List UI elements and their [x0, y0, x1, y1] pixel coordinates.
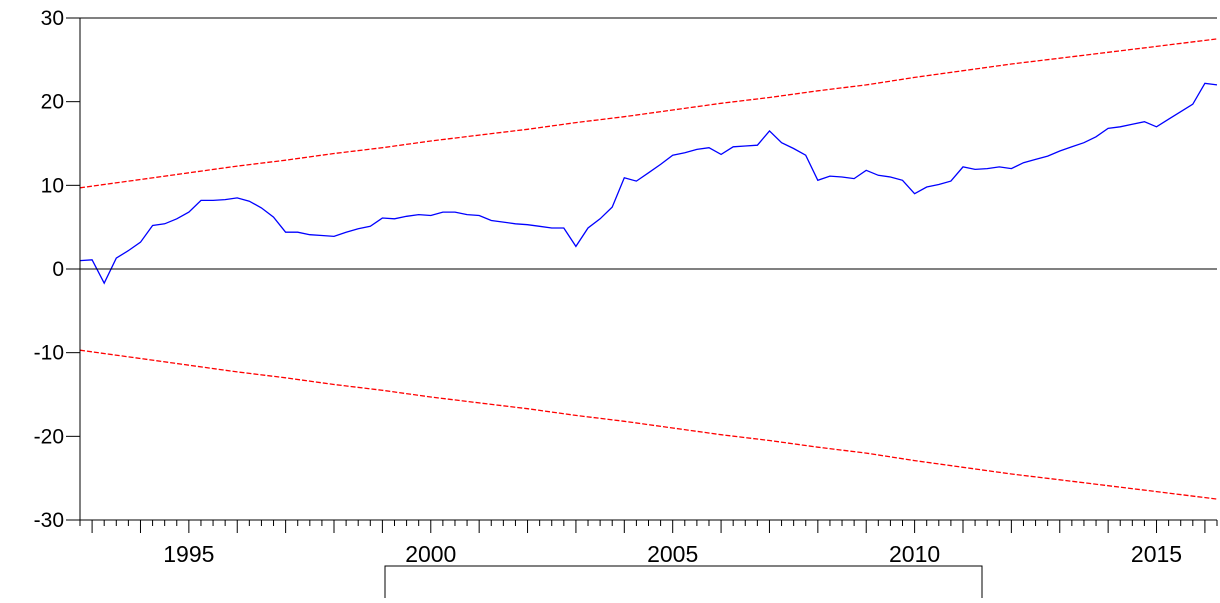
y-tick-label: -20	[34, 425, 64, 448]
y-tick-label: 10	[41, 174, 64, 197]
axes-layer: -30 -20 -10 0 10 20 30 1995 2000 2005 2010 2015	[34, 7, 1218, 567]
legend-box	[384, 565, 983, 603]
y-tick-label: 20	[41, 91, 64, 114]
series-line-2	[79, 38, 1218, 189]
x-tick-label: 2000	[405, 541, 456, 567]
x-tick-label: 2010	[889, 541, 940, 567]
x-tick-label: 2005	[647, 541, 698, 567]
series-line-3	[79, 349, 1218, 500]
y-tick-label: -10	[34, 342, 64, 365]
y-tick-label: 30	[41, 7, 64, 30]
x-tick-label: 1995	[163, 541, 214, 567]
series-line-1	[79, 82, 1218, 285]
legend	[384, 565, 983, 603]
x-tick-label: 2015	[1131, 541, 1182, 567]
series-layer	[79, 38, 1218, 500]
y-tick-label: -30	[34, 509, 64, 532]
y-tick-label: 0	[52, 258, 64, 281]
